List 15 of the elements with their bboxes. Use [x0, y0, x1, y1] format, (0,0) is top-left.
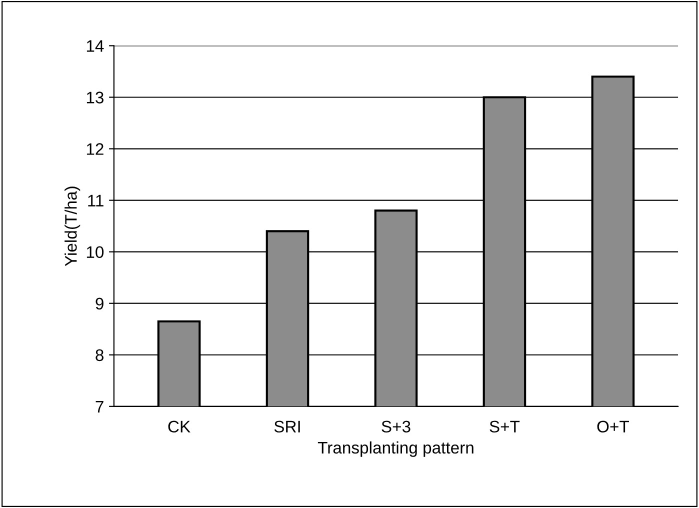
y-tick-label: 12: [86, 143, 104, 155]
x-tick-label: S+3: [382, 420, 410, 433]
x-tick-label: O+T: [597, 420, 629, 433]
y-tick-label: 9: [96, 298, 104, 310]
y-tick-label: 10: [86, 246, 104, 258]
x-axis-title: Transplanting pattern: [318, 441, 474, 457]
y-tick-label: 14: [86, 40, 104, 52]
y-tick-label: 11: [88, 194, 104, 206]
y-tick-label: 7: [96, 400, 104, 412]
x-tick-label: SRI: [274, 420, 300, 433]
y-tick-label: 8: [96, 349, 104, 362]
y-tick-label: 13: [86, 92, 104, 104]
x-tick-label: CK: [168, 420, 190, 433]
x-tick-label: S+T: [490, 420, 520, 433]
y-axis-title: Yield(T/ha): [64, 186, 80, 266]
